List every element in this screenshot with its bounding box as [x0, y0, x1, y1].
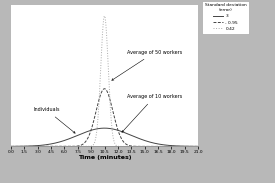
X-axis label: Time (minutes): Time (minutes) — [78, 155, 131, 160]
Legend: 3, - 0.95, 0.42: 3, - 0.95, 0.42 — [202, 1, 249, 34]
Text: Average of 50 workers: Average of 50 workers — [112, 50, 182, 80]
Text: Average of 10 workers: Average of 10 workers — [122, 94, 182, 132]
Text: Individuals: Individuals — [33, 107, 75, 133]
